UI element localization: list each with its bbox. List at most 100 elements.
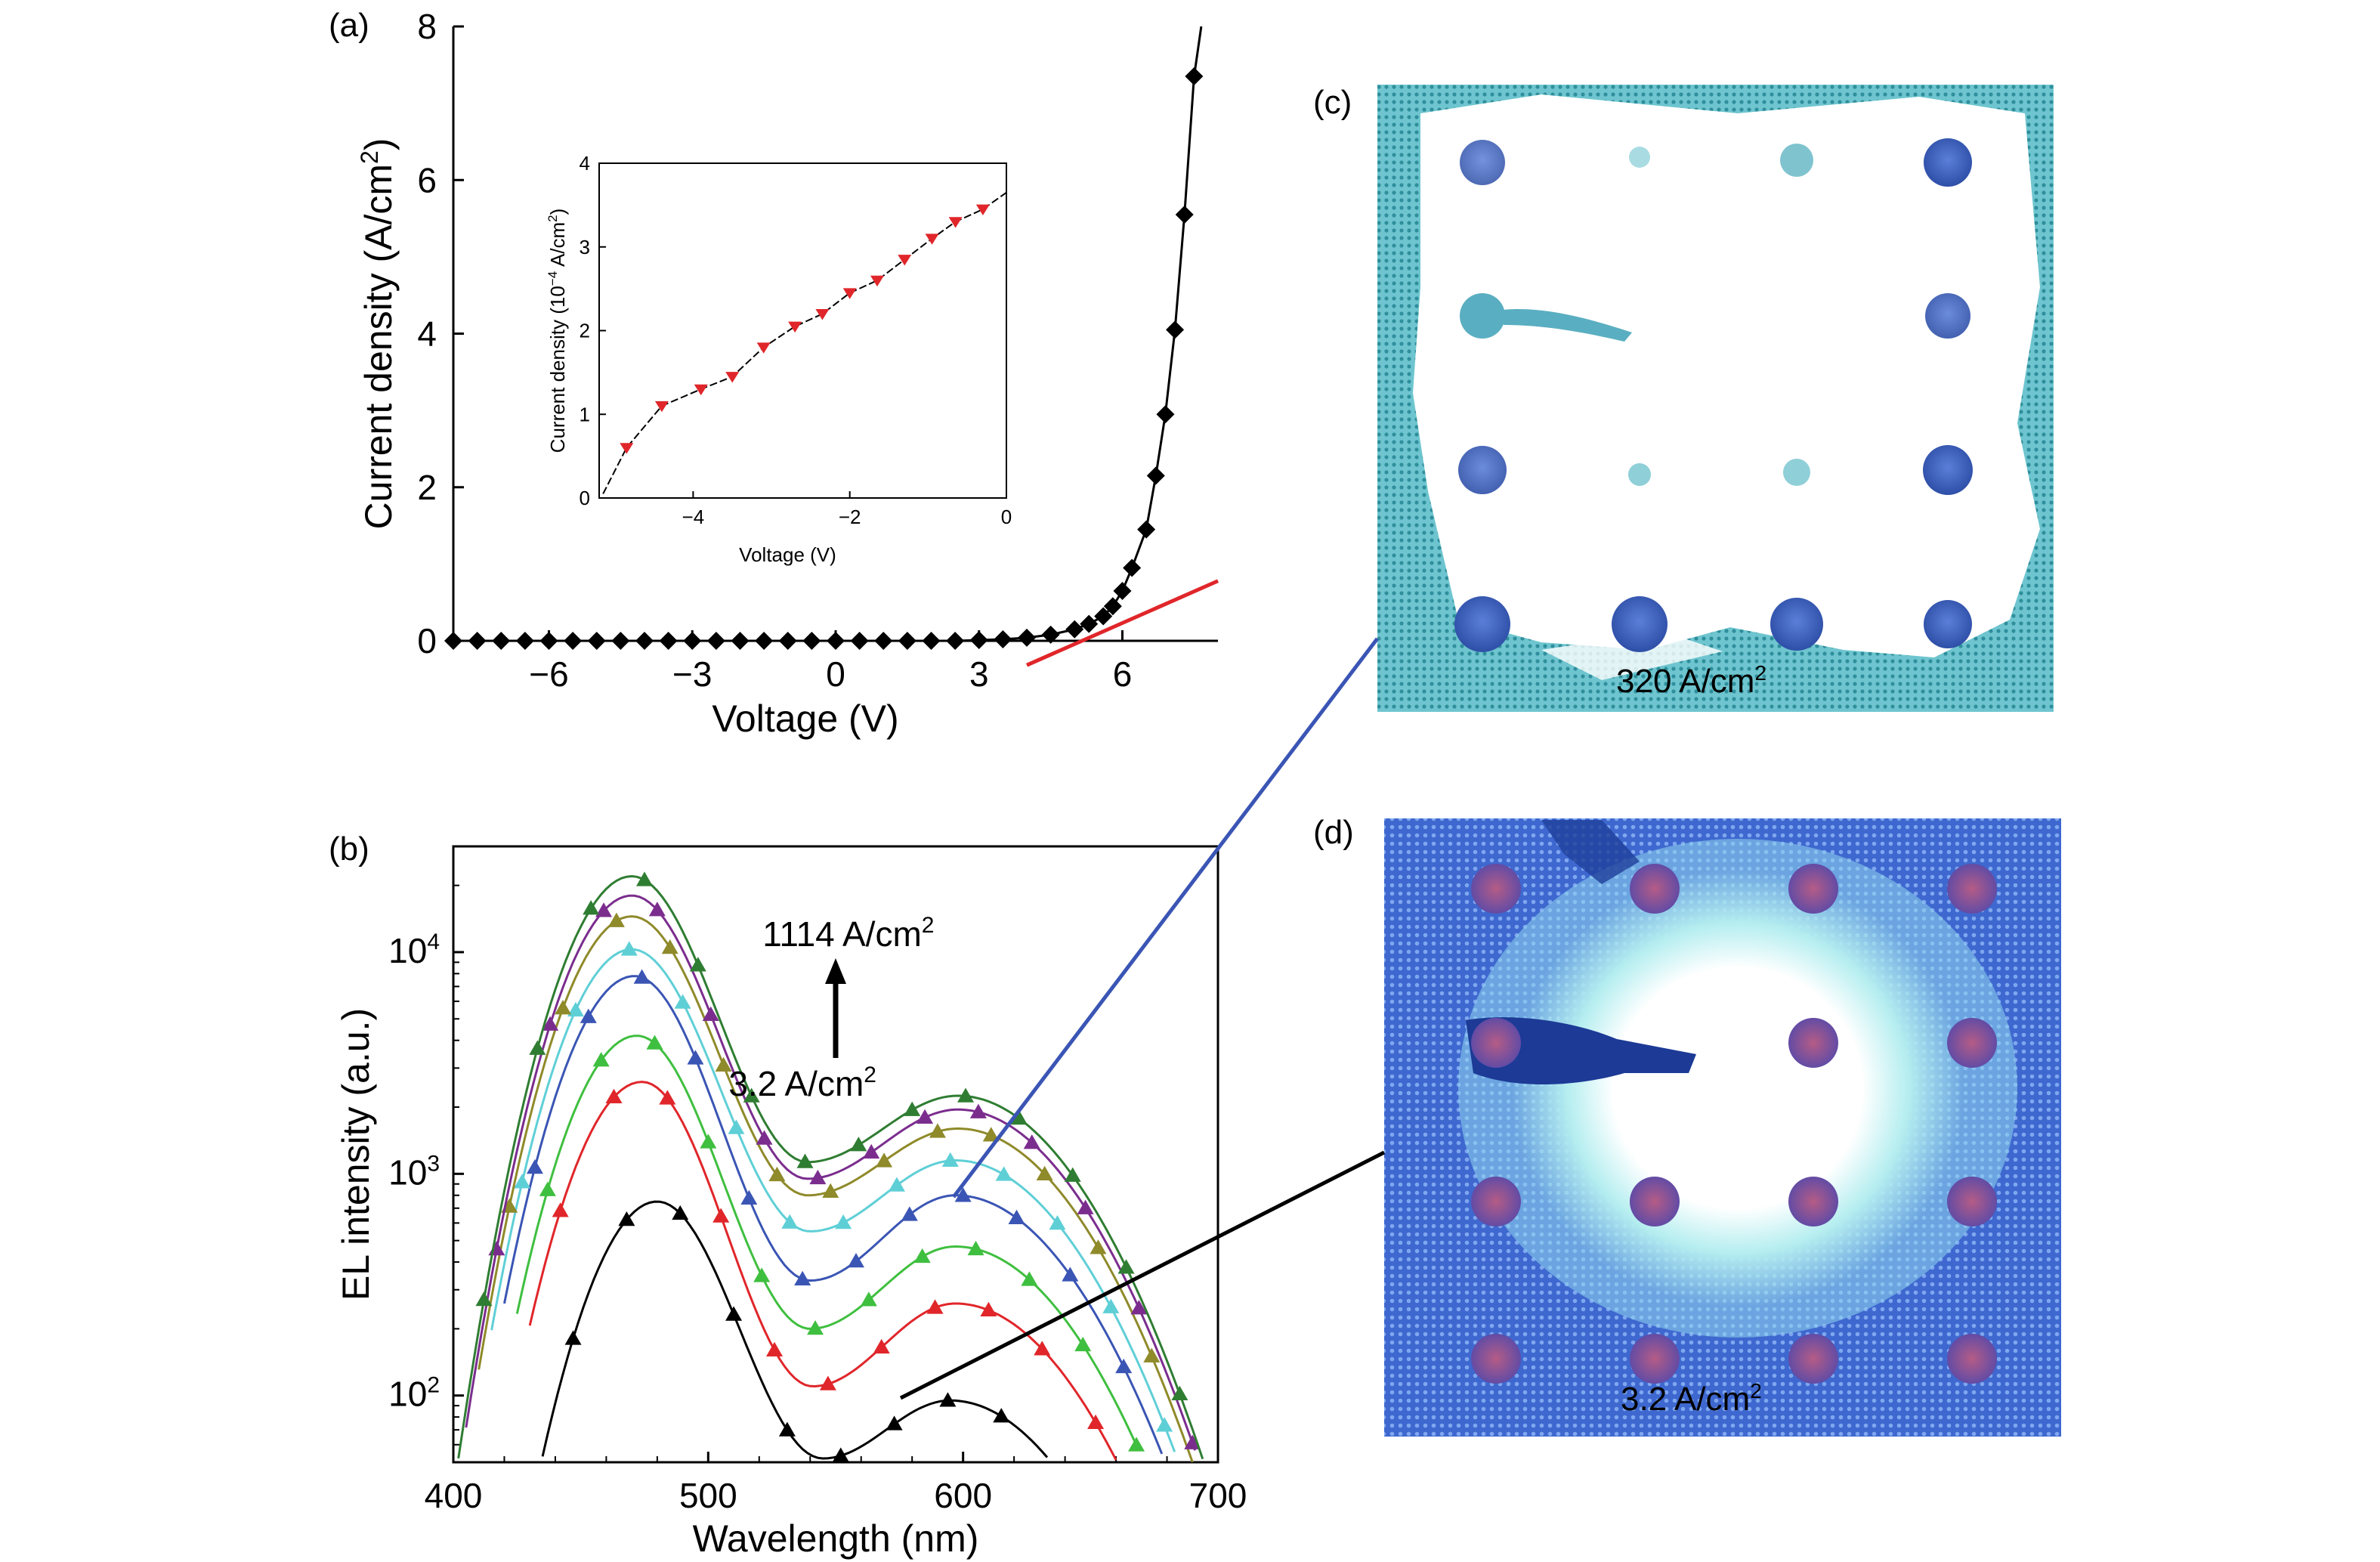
inset-point bbox=[898, 255, 912, 266]
inset-point bbox=[975, 204, 990, 216]
inset-y-tick-label: 2 bbox=[580, 320, 590, 342]
panel-b-spectrum-point bbox=[636, 871, 653, 886]
panel-b-spectrum-point bbox=[592, 1052, 610, 1067]
inset-y-tick-label: 1 bbox=[580, 403, 590, 425]
panel-b-axes: 400 500 600 700 102 103 104 Wavelength (nm) EL i… bbox=[335, 845, 1247, 1560]
panel-b-annotation-high: 1114 A/cm2 bbox=[762, 913, 934, 954]
panel-a-y-tick-label: 2 bbox=[417, 468, 437, 507]
inset-point bbox=[925, 234, 939, 245]
panel-a-iv-point bbox=[922, 632, 941, 650]
panel-b-x-tick-label: 500 bbox=[679, 1476, 737, 1515]
panel-a-iv-point bbox=[850, 632, 869, 650]
panel-b-spectrum-line bbox=[478, 915, 1194, 1463]
panel-a-x-axis-label: Voltage (V) bbox=[712, 697, 898, 740]
panel-a-y-axis-label: Current density (A/cm2) bbox=[356, 138, 400, 530]
panel-b-spectrum-line bbox=[465, 894, 1197, 1451]
panel-a-iv-point bbox=[683, 632, 702, 650]
panel-b-spectrum-point bbox=[969, 1103, 987, 1118]
panel-c-bright-region bbox=[1413, 94, 2040, 657]
panel-b-spectrum-point bbox=[768, 1166, 786, 1182]
panel-b-spectrum-point bbox=[778, 1421, 796, 1437]
panel-c: (c) 320 A/ bbox=[1313, 84, 2054, 712]
panel-a-iv-point bbox=[1041, 625, 1060, 644]
panel-b-arrow-head bbox=[825, 958, 846, 984]
panel-a-iv-point bbox=[1123, 558, 1142, 577]
panel-a-y-tick-label: 8 bbox=[417, 7, 437, 46]
panel-b-spectrum-point bbox=[876, 1152, 893, 1168]
panel-b-spectrum-point bbox=[1023, 1134, 1040, 1149]
panel-b-spectrum-point bbox=[860, 1291, 877, 1307]
panel-b-spectrum-point bbox=[1008, 1209, 1025, 1225]
panel-c-holes bbox=[1454, 138, 1973, 652]
panel-b-spectrum-point bbox=[607, 912, 625, 927]
panel-b-spectrum-point bbox=[659, 1090, 676, 1105]
panel-b-spectrum-point bbox=[847, 1253, 864, 1268]
inset-point bbox=[842, 288, 857, 299]
panel-b-spectrum-line bbox=[457, 874, 1204, 1460]
panel-a-iv-point bbox=[1156, 405, 1175, 424]
panel-b-annotation-low: 3.2 A/cm2 bbox=[728, 1062, 876, 1103]
panel-b-spectrum-point bbox=[796, 1153, 814, 1168]
panel-a-iv-point bbox=[755, 632, 774, 650]
panel-c-caption-sup: 2 bbox=[1754, 661, 1766, 685]
panel-b-spectrum-point bbox=[929, 1123, 946, 1138]
panel-b-spectrum-point bbox=[888, 1177, 905, 1192]
panel-b-spectrum-line bbox=[503, 975, 1164, 1455]
panel-b-spectrum-point bbox=[567, 1001, 584, 1017]
panel-b-spectrum-point bbox=[1036, 1165, 1053, 1180]
panel-b-spectrum-point bbox=[832, 1447, 849, 1462]
panel-b-spectrum-point bbox=[766, 1341, 784, 1356]
panel-b-y-tick-label: 102 bbox=[388, 1373, 440, 1414]
panel-b-spectrum-line bbox=[541, 1200, 1049, 1460]
inset-x-tick-label: 0 bbox=[1001, 506, 1012, 528]
panel-b-spectrum-point bbox=[794, 1270, 811, 1285]
panel-b-spectrum-point bbox=[1130, 1300, 1148, 1315]
panel-b-spectrum-point bbox=[712, 1208, 730, 1223]
inset-frame bbox=[598, 162, 1007, 499]
panel-b-spectrum-point bbox=[475, 1291, 493, 1307]
panel-a-axes: −6 −3 0 3 6 0 2 4 6 8 Voltage (V) Current density (… bbox=[356, 7, 1219, 740]
panel-b-spectrum-point bbox=[967, 1240, 984, 1256]
panel-d-caption: 3.2 A/cm bbox=[1621, 1381, 1750, 1418]
inset-point bbox=[788, 321, 802, 333]
panel-b-spectrum-point bbox=[1064, 1167, 1081, 1182]
panel-d-dark-streak bbox=[1466, 1017, 1696, 1084]
panel-a-iv-point bbox=[1018, 628, 1036, 647]
panel-a-x-tick-label: −6 bbox=[529, 654, 568, 694]
inset-curve bbox=[602, 191, 1007, 494]
panel-a-iv-point bbox=[515, 632, 534, 650]
inset-point bbox=[756, 342, 771, 354]
panel-a-iv-point bbox=[802, 632, 821, 650]
panel-c-image: 320 A/cm2 bbox=[1377, 85, 2054, 712]
panel-a-inset: −4 −2 0 0 1 2 3 4 Voltage (V) Current density (10… bbox=[546, 152, 1012, 566]
panel-b-spectrum-point bbox=[807, 1320, 824, 1335]
panel-b-spectrum-point bbox=[886, 1415, 903, 1431]
inset-point bbox=[725, 372, 740, 383]
panel-b-spectrum-point bbox=[689, 957, 706, 972]
panel-b-spectrum-point bbox=[633, 969, 651, 984]
panel-a-y-tick-label: 6 bbox=[417, 160, 437, 200]
panel-b-spectrum-point bbox=[672, 1205, 689, 1220]
panel-a-iv-point bbox=[1113, 581, 1132, 600]
inset-x-tick-label: −4 bbox=[682, 506, 705, 528]
connector-line-d bbox=[899, 1150, 1386, 1400]
panel-a-iv-point bbox=[1065, 620, 1084, 639]
panel-a-iv-point bbox=[994, 629, 1012, 648]
panel-b-spectrum-point bbox=[583, 900, 600, 915]
panel-b-spectrum-point bbox=[529, 1040, 546, 1055]
panel-a-label: (a) bbox=[329, 7, 369, 44]
panel-a-iv-point bbox=[874, 632, 893, 650]
panel-a-x-tick-label: −3 bbox=[672, 654, 712, 694]
panel-b-spectrum-point bbox=[1102, 1298, 1120, 1313]
panel-d-image: 3.2 A/cm2 bbox=[1384, 818, 2061, 1437]
panel-b-spectrum-point bbox=[687, 1050, 704, 1065]
panel-a-iv-point bbox=[1166, 320, 1185, 339]
panel-b-spectrum-point bbox=[1034, 1341, 1051, 1356]
panel-b-spectrum-point bbox=[618, 1211, 635, 1226]
panel-a-iv-point bbox=[564, 632, 583, 650]
panel-a-iv-point bbox=[1146, 466, 1165, 485]
panel-b-spectrum-point bbox=[620, 941, 638, 956]
panel-b-x-axis-label: Wavelength (nm) bbox=[693, 1517, 979, 1560]
panel-b-spectrum-point bbox=[728, 1119, 745, 1134]
